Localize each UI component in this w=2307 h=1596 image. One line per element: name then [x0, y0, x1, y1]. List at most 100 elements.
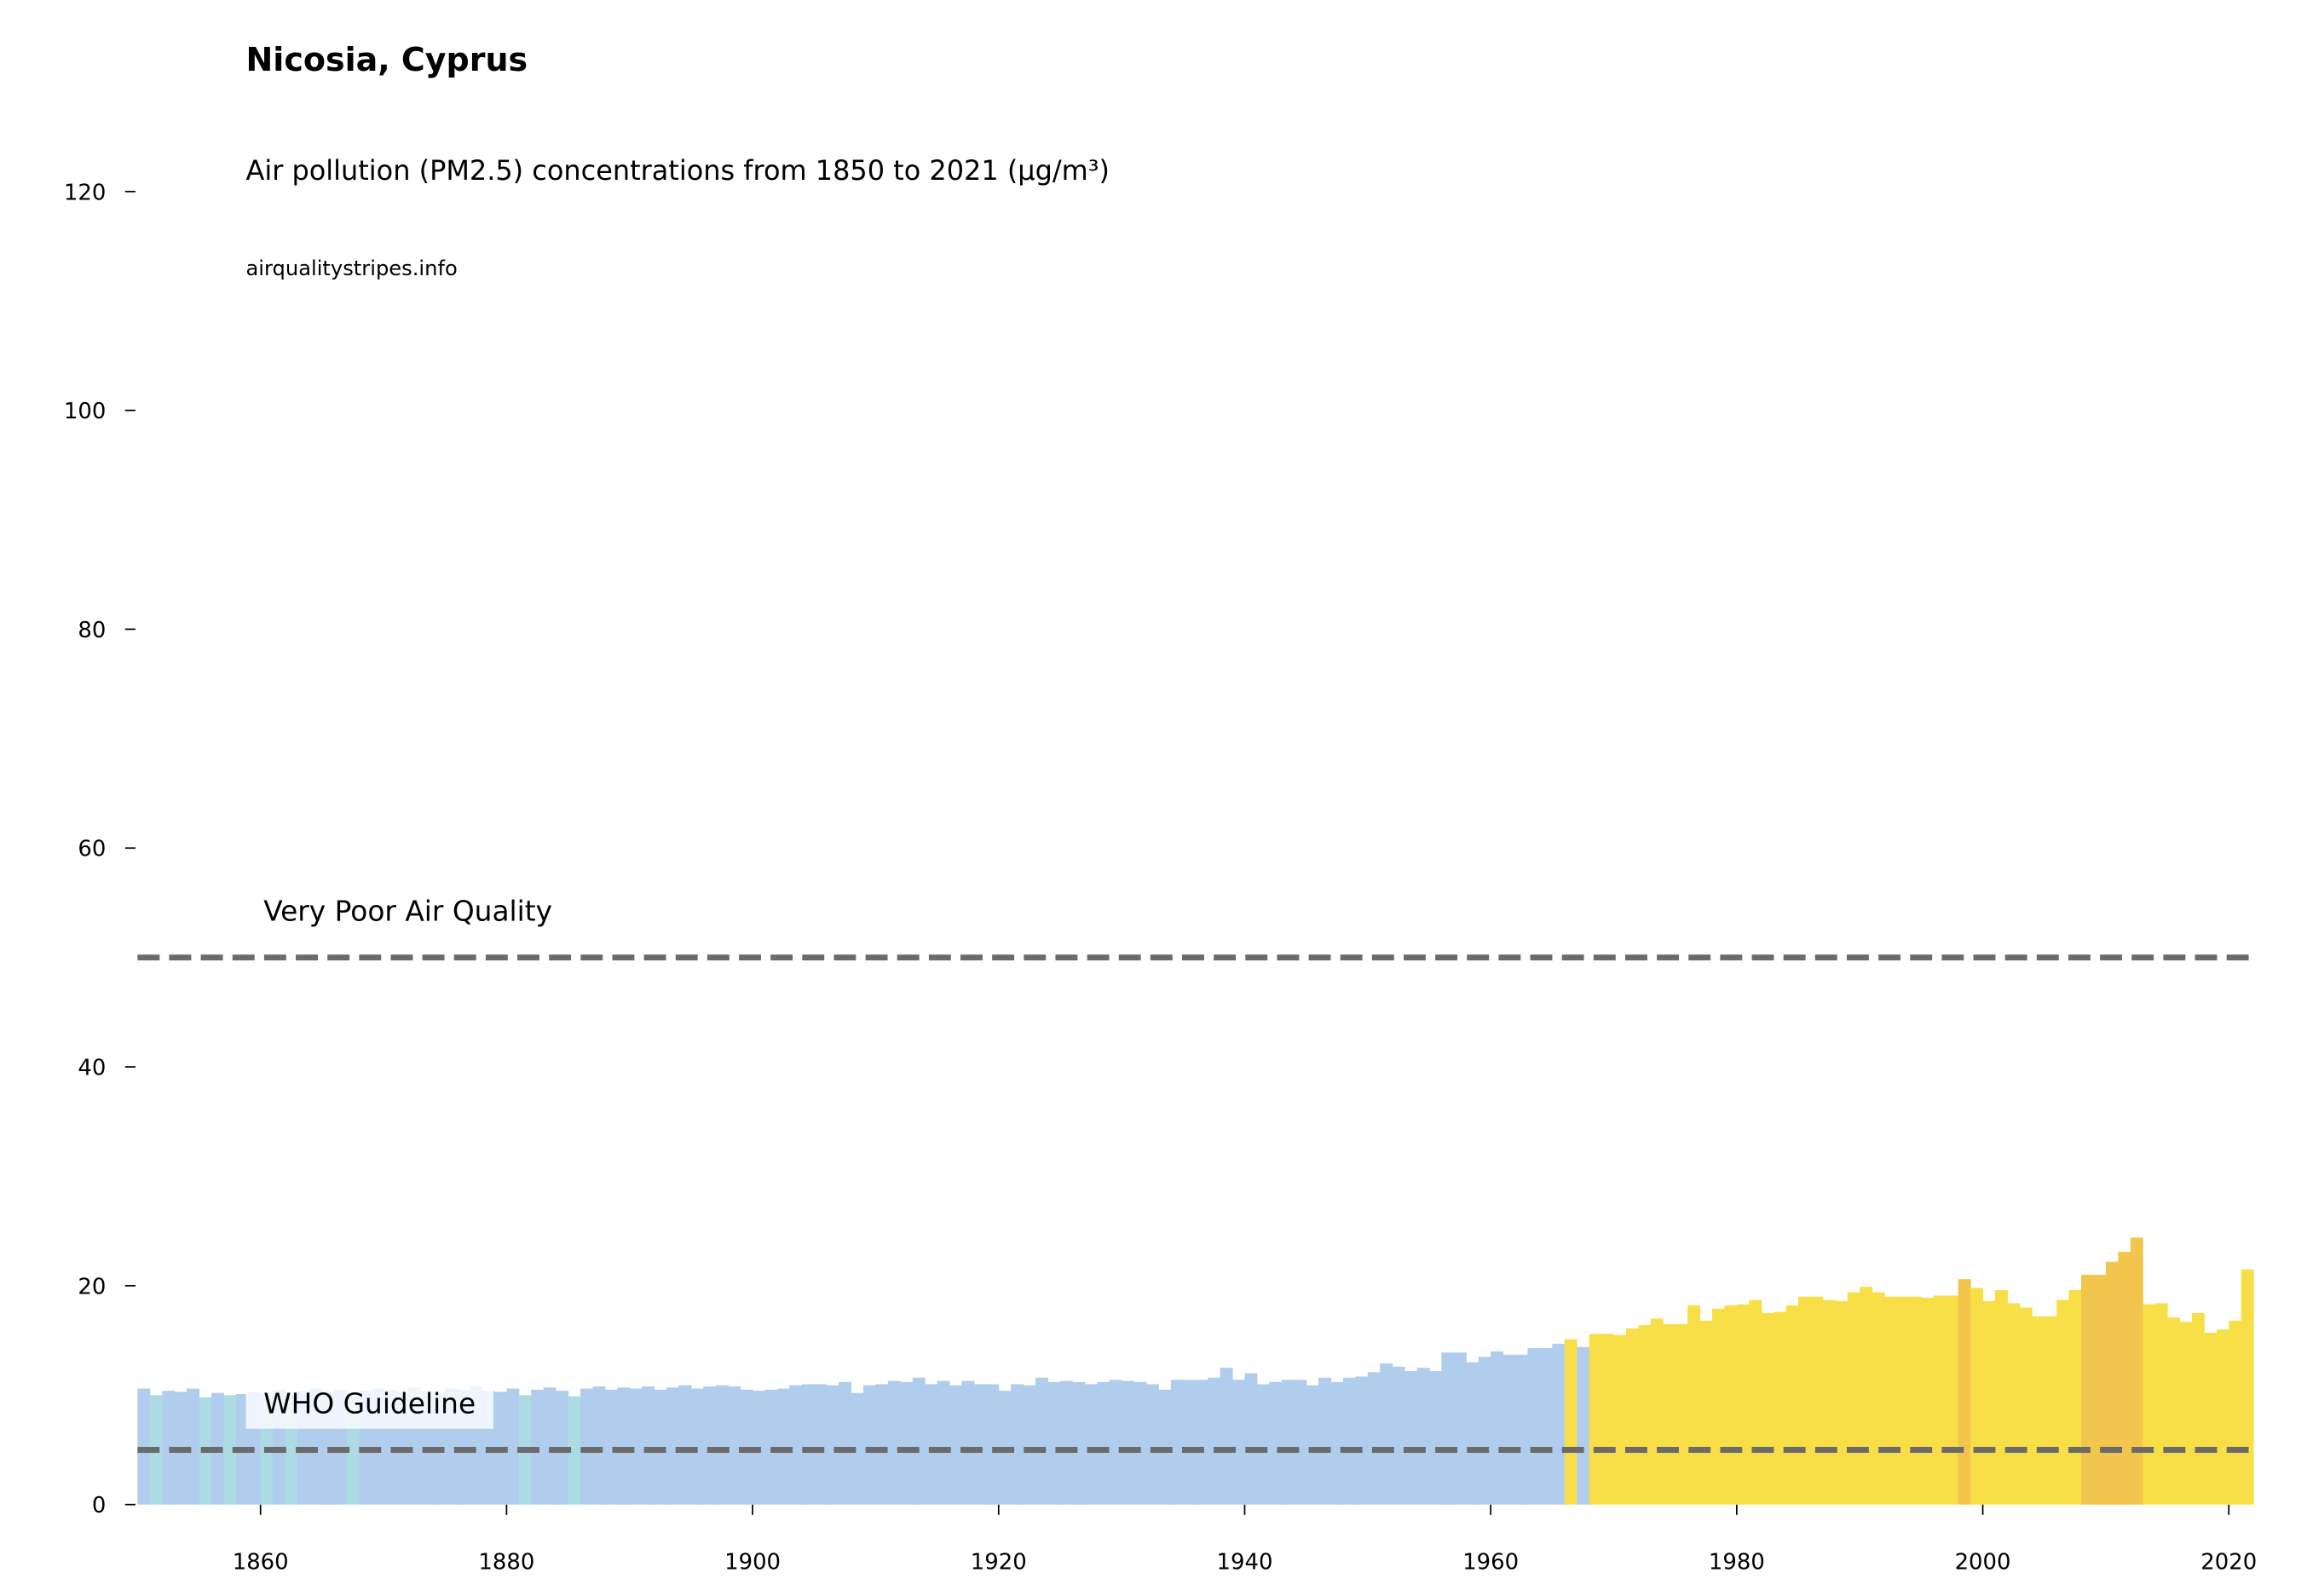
bar: [1577, 1346, 1590, 1505]
y-tick-label: 40: [78, 1056, 106, 1081]
bar: [839, 1381, 852, 1505]
bar: [1342, 1377, 1356, 1505]
bar: [223, 1395, 237, 1505]
bar: [568, 1396, 581, 1505]
bar: [506, 1388, 520, 1505]
bar: [961, 1380, 975, 1505]
x-tick-label: 1920: [971, 1550, 1027, 1576]
bar: [912, 1377, 926, 1505]
bar: [666, 1387, 679, 1505]
x-tick-label: 1980: [1709, 1550, 1765, 1576]
chart-title: Nicosia, Cyprus: [245, 41, 528, 78]
bar: [1392, 1366, 1405, 1505]
bar: [162, 1391, 176, 1505]
bar: [1072, 1381, 1086, 1505]
bar: [728, 1386, 741, 1505]
x-tick-label: 1900: [724, 1550, 781, 1576]
bar: [703, 1386, 717, 1505]
bar: [1502, 1354, 1516, 1505]
bar: [1318, 1377, 1332, 1505]
bar: [986, 1384, 1000, 1505]
bar: [875, 1384, 889, 1505]
reference-label: WHO Guideline: [263, 1387, 476, 1420]
bar: [2229, 1320, 2242, 1505]
bar: [887, 1380, 901, 1505]
bar: [1970, 1288, 1984, 1505]
bar: [1908, 1296, 1922, 1505]
x-tick-label: 1960: [1462, 1550, 1519, 1576]
x-tick-label: 2020: [2200, 1550, 2257, 1576]
bar: [1256, 1384, 1270, 1505]
bar: [973, 1384, 987, 1505]
bar: [2191, 1312, 2205, 1505]
bar: [900, 1381, 914, 1505]
bar: [1921, 1298, 1935, 1505]
bar: [1884, 1296, 1898, 1505]
bar: [2093, 1275, 2107, 1505]
bar: [1810, 1296, 1824, 1505]
bar: [2216, 1329, 2229, 1505]
bar: [1133, 1381, 1147, 1505]
bar: [1761, 1312, 1774, 1505]
bar: [1404, 1371, 1418, 1505]
bar: [1023, 1385, 1036, 1505]
bar: [1872, 1292, 1885, 1505]
bar: [715, 1385, 729, 1505]
bar: [2167, 1317, 2181, 1505]
bar: [1441, 1352, 1455, 1505]
bar: [1059, 1380, 1073, 1505]
bar: [1958, 1279, 1971, 1505]
bar: [1638, 1325, 1652, 1505]
bar: [2204, 1333, 2218, 1505]
bar: [1527, 1348, 1541, 1505]
bar: [2068, 1290, 2082, 1505]
bar: [1109, 1380, 1122, 1505]
bar: [1724, 1305, 1738, 1505]
bar: [826, 1385, 839, 1505]
bar: [1589, 1334, 1602, 1505]
bar: [187, 1388, 200, 1505]
bar: [1416, 1368, 1430, 1505]
bar: [1663, 1323, 1676, 1505]
bar: [2154, 1303, 2168, 1505]
bar: [1798, 1296, 1811, 1505]
bar: [1453, 1352, 1467, 1505]
bar: [1330, 1381, 1344, 1505]
bar: [1564, 1339, 1577, 1505]
bar: [1515, 1354, 1528, 1505]
bar: [690, 1388, 704, 1505]
bar: [2056, 1299, 2070, 1505]
bar: [1011, 1384, 1024, 1505]
bar: [1367, 1372, 1381, 1505]
bar: [801, 1384, 815, 1505]
bar: [1478, 1357, 1491, 1505]
bar: [1625, 1328, 1639, 1505]
bar: [862, 1385, 876, 1505]
y-tick-label: 20: [78, 1274, 106, 1299]
bar: [2118, 1252, 2131, 1505]
bar: [1613, 1334, 1627, 1505]
bar: [2081, 1275, 2094, 1505]
bar: [1601, 1334, 1615, 1505]
bar: [1774, 1311, 1787, 1505]
bar: [2044, 1316, 2057, 1505]
bar: [1220, 1368, 1233, 1505]
bar: [2179, 1322, 2193, 1505]
bar: [1428, 1371, 1442, 1505]
bar: [1847, 1292, 1860, 1505]
bar: [1650, 1318, 1664, 1505]
bar: [1822, 1299, 1836, 1505]
bar: [1355, 1376, 1369, 1505]
bar: [1281, 1380, 1295, 1505]
reference-label: Very Poor Air Quality: [263, 895, 552, 927]
bar: [678, 1385, 692, 1505]
bar: [776, 1388, 790, 1505]
bar: [1860, 1287, 1873, 1505]
bar: [1244, 1373, 1258, 1505]
bar: [851, 1392, 864, 1505]
bar: [2241, 1269, 2254, 1505]
bar: [2105, 1261, 2119, 1505]
bar: [604, 1389, 618, 1505]
bar: [1380, 1363, 1393, 1505]
bar: [1097, 1381, 1110, 1505]
